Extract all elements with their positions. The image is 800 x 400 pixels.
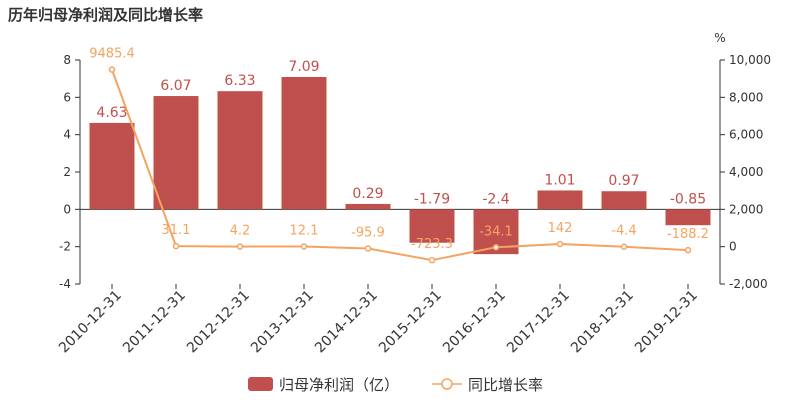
growth-point [428, 256, 436, 264]
growth-data-label: 142 [548, 221, 573, 236]
legend-bar-label: 归母净利润（亿） [279, 376, 399, 394]
y-right-tick-label: 0 [729, 240, 737, 254]
growth-data-label: 9485.4 [89, 47, 135, 62]
y-right-tick-label: 8,000 [729, 90, 763, 104]
growth-point [236, 243, 244, 250]
x-tick-label: 2016-12-31 [440, 288, 509, 357]
x-tick-label: 2019-12-31 [632, 288, 701, 357]
bar [217, 91, 263, 210]
growth-data-label: -723.3 [411, 237, 453, 252]
growth-point [556, 240, 564, 248]
growth-point [108, 66, 116, 73]
y-left-tick-label: 8 [63, 53, 71, 67]
growth-point [172, 242, 180, 250]
x-tick-label: 2013-12-31 [248, 288, 317, 357]
y-right-tick-label: 2,000 [729, 202, 763, 216]
bar [601, 191, 647, 210]
x-tick-label: 2012-12-31 [184, 288, 253, 357]
y-right-tick-label: 6,000 [729, 128, 763, 142]
growth-data-label: -34.1 [479, 224, 513, 239]
y-right-tick-label: 4,000 [729, 165, 763, 179]
growth-data-label: -4.4 [611, 224, 636, 239]
growth-point [364, 245, 372, 252]
bar-data-label: 6.33 [224, 73, 255, 89]
growth-data-label: -95.9 [351, 225, 385, 240]
y-left-tick-label: -2 [59, 240, 71, 254]
growth-data-label: 31.1 [162, 223, 191, 238]
x-tick-label: 2017-12-31 [504, 288, 573, 357]
bar-data-label: 6.07 [160, 78, 191, 94]
bar [537, 190, 583, 210]
x-tick-label: 2011-12-31 [120, 288, 189, 357]
growth-point [300, 243, 308, 250]
bar-data-label: -0.85 [670, 191, 706, 207]
bar-data-label: 0.97 [608, 173, 639, 189]
y-left-tick-label: -4 [59, 277, 71, 291]
legend-line-label: 同比增长率 [468, 376, 543, 394]
chart-title: 历年归母净利润及同比增长率 [8, 6, 204, 24]
bar [409, 209, 455, 243]
bar [345, 203, 391, 210]
bar [281, 76, 327, 210]
bar-data-label: -1.79 [414, 191, 450, 207]
growth-point [620, 243, 628, 250]
growth-data-label: 4.2 [230, 224, 251, 239]
y-left-tick-label: 6 [63, 90, 71, 104]
x-tick-label: 2015-12-31 [376, 288, 445, 357]
legend-line-marker [441, 378, 453, 390]
legend-bar-swatch [248, 377, 273, 391]
y-left-tick-label: 0 [63, 202, 71, 216]
bar [153, 96, 199, 210]
y-left-tick-label: 4 [63, 128, 71, 142]
y-left-tick-label: 2 [63, 165, 71, 179]
growth-point [684, 246, 692, 254]
growth-point [492, 244, 500, 251]
bar-data-label: 0.29 [352, 186, 383, 202]
bar-data-label: 4.63 [96, 105, 127, 121]
x-tick-label: 2018-12-31 [568, 288, 637, 357]
growth-line [111, 69, 689, 262]
bar [665, 209, 711, 226]
growth-data-label: 12.1 [290, 223, 319, 238]
growth-data-label: -188.2 [667, 227, 709, 242]
y-right-tick-label: -2,000 [729, 277, 768, 291]
x-tick-label: 2010-12-31 [56, 288, 125, 357]
bar-data-label: 7.09 [288, 59, 319, 75]
y-right-tick-label: 10,000 [729, 53, 771, 67]
x-tick-label: 2014-12-31 [312, 288, 381, 357]
y-right-unit: % [714, 31, 725, 45]
bar [89, 122, 135, 210]
bar-data-label: -2.4 [482, 191, 509, 207]
bar-data-label: 1.01 [544, 172, 575, 188]
